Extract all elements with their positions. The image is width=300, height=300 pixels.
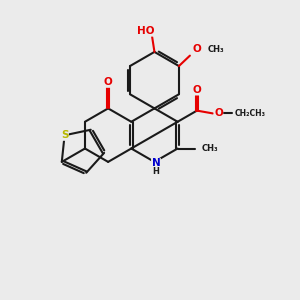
Text: CH₂CH₃: CH₂CH₃	[235, 109, 266, 118]
Text: O: O	[192, 44, 201, 54]
Text: N: N	[152, 158, 160, 168]
Text: S: S	[61, 130, 68, 140]
Text: O: O	[193, 85, 201, 95]
Text: O: O	[214, 109, 223, 118]
Text: H: H	[152, 167, 159, 176]
Text: CH₃: CH₃	[208, 45, 224, 54]
Text: HO: HO	[137, 26, 154, 36]
Text: O: O	[104, 77, 112, 87]
Text: CH₃: CH₃	[201, 144, 218, 153]
